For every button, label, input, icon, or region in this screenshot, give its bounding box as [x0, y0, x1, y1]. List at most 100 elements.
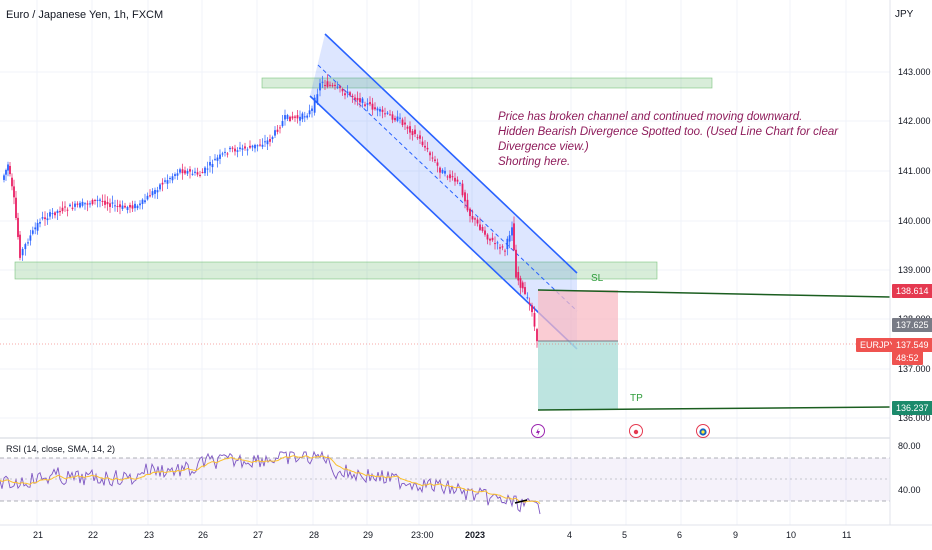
candle-body: [11, 177, 13, 187]
last-price-tag: 137.549: [892, 338, 932, 352]
lightning-event-icon[interactable]: [531, 424, 545, 438]
candle-body: [144, 200, 146, 203]
support-zone[interactable]: [14, 261, 658, 280]
time-tick: 23:00: [411, 530, 434, 540]
price-tick: 136.000: [898, 413, 931, 423]
candle-body: [66, 209, 69, 211]
descending-channel[interactable]: [310, 34, 577, 349]
candle-body: [181, 169, 184, 174]
tp-price-tag[interactable]: 136.237: [892, 401, 932, 415]
stop-loss-zone[interactable]: [538, 290, 618, 341]
time-tick: 28: [309, 530, 320, 540]
candle-body: [171, 176, 174, 181]
flag-event-icon[interactable]: [696, 424, 710, 438]
candle-body: [116, 206, 119, 208]
candle-body: [396, 116, 399, 121]
candle-body: [461, 183, 464, 196]
candle-body: [289, 116, 291, 121]
sl-price-tag[interactable]: 138.614: [892, 284, 932, 298]
candle-body: [299, 116, 301, 121]
candle-body: [266, 140, 269, 145]
candle-body: [356, 97, 359, 101]
candle-body: [391, 114, 394, 120]
rsi-indicator-label[interactable]: RSI (14, close, SMA, 14, 2): [6, 444, 116, 454]
rsi-ma-line[interactable]: [0, 455, 541, 504]
candle-body: [479, 224, 481, 230]
entry-price-tag[interactable]: 137.625: [892, 318, 932, 332]
candle-body: [94, 199, 96, 201]
tp-label: TP: [630, 393, 643, 404]
candle-body: [284, 115, 286, 120]
candle-body: [54, 212, 56, 216]
candle-body: [294, 116, 296, 118]
candle-body: [164, 180, 166, 182]
channel-upper-line[interactable]: [324, 33, 578, 274]
candle-body: [44, 217, 46, 220]
candle-body: [306, 115, 309, 118]
economic-event-icon[interactable]: [629, 424, 643, 438]
candle-body: [491, 237, 494, 241]
candle-body: [474, 218, 476, 220]
candle-body: [271, 137, 274, 140]
candle-body: [61, 207, 64, 212]
candle-body: [329, 84, 331, 86]
candle-body: [31, 230, 34, 234]
candle-body: [106, 201, 109, 205]
candle-body: [24, 244, 27, 250]
candle-body: [56, 210, 59, 214]
candle-body: [359, 98, 361, 103]
candle-body: [79, 202, 81, 208]
sl-line[interactable]: [537, 289, 891, 298]
candle-body: [481, 227, 484, 231]
candle-body: [13, 186, 15, 198]
tp-line[interactable]: [537, 406, 891, 411]
candle-body: [416, 137, 419, 139]
candle-body: [244, 146, 246, 149]
price-tick: 143.000: [898, 67, 931, 77]
candle-body: [296, 115, 299, 119]
candle-body: [308, 110, 311, 115]
symbol-title[interactable]: Euro / Japanese Yen, 1h, FXCM: [6, 9, 164, 21]
trade-annotation[interactable]: Price has broken channel and continued m…: [498, 110, 898, 170]
candle-body: [449, 174, 451, 179]
candle-body: [201, 172, 204, 174]
candle-body: [506, 238, 509, 250]
candle-body: [469, 208, 471, 217]
candle-body: [274, 130, 276, 136]
candle-body: [499, 247, 501, 249]
time-tick: 9: [733, 530, 739, 540]
candle-body: [191, 173, 194, 175]
candle-body: [136, 205, 139, 209]
candle-body: [59, 210, 61, 213]
resistance-zone[interactable]: [261, 77, 713, 89]
candle-body: [419, 135, 421, 139]
candle-body: [264, 141, 266, 143]
candle-body: [76, 203, 79, 205]
candle-body: [174, 174, 176, 176]
candle-body: [69, 204, 71, 207]
candle-body: [219, 154, 221, 159]
candle-body: [341, 88, 344, 92]
take-profit-zone[interactable]: [538, 341, 618, 410]
candle-body: [154, 189, 156, 194]
candle-body: [366, 103, 369, 105]
candle-body: [524, 287, 526, 295]
candle-body: [161, 182, 164, 185]
candle-body: [224, 151, 226, 153]
time-tick: 2023: [465, 530, 486, 540]
candle-body: [241, 148, 244, 150]
candle-body: [344, 93, 346, 96]
candle-body: [404, 122, 406, 125]
candle-body: [484, 230, 486, 235]
candle-body: [531, 305, 533, 313]
candle-body: [184, 170, 186, 174]
candle-body: [459, 182, 461, 184]
rsi-line[interactable]: [0, 450, 541, 515]
divergence-line[interactable]: [514, 499, 528, 504]
candle-body: [27, 242, 29, 244]
candle-body: [515, 249, 517, 278]
candle-body: [276, 129, 279, 132]
candle-body: [41, 217, 44, 219]
